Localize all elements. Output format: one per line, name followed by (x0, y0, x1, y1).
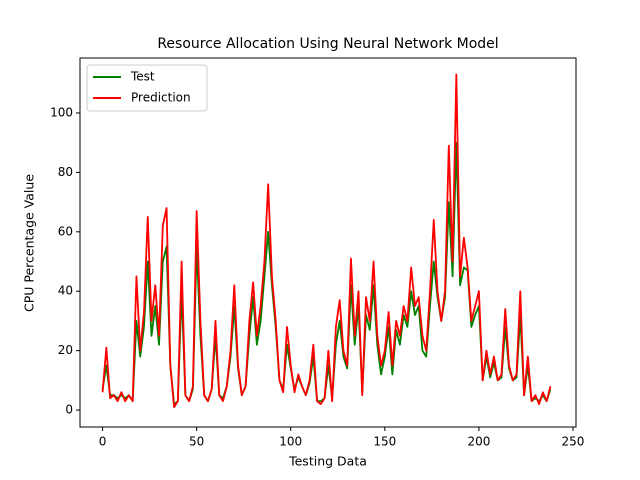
y-tick-label: 60 (58, 224, 73, 238)
y-tick-label: 40 (58, 284, 73, 298)
legend-label: Prediction (131, 91, 191, 105)
series-line (101, 73, 552, 408)
x-tick-label: 100 (279, 435, 302, 449)
y-tick-label: 80 (58, 165, 73, 179)
legend-label: Test (130, 70, 155, 84)
chart-title: Resource Allocation Using Neural Network… (157, 36, 498, 52)
x-tick-label: 50 (189, 435, 204, 449)
y-tick-label: 0 (65, 403, 73, 417)
y-tick-label: 20 (58, 343, 73, 357)
x-tick-label: 250 (562, 435, 585, 449)
x-tick-label: 200 (467, 435, 490, 449)
y-tick-label: 100 (50, 105, 73, 119)
x-tick-label: 150 (373, 435, 396, 449)
plot-frame (79, 57, 577, 428)
y-axis-label: CPU Percentage Value (22, 174, 37, 312)
x-axis-label: Testing Data (288, 454, 367, 469)
x-tick-label: 0 (99, 435, 107, 449)
